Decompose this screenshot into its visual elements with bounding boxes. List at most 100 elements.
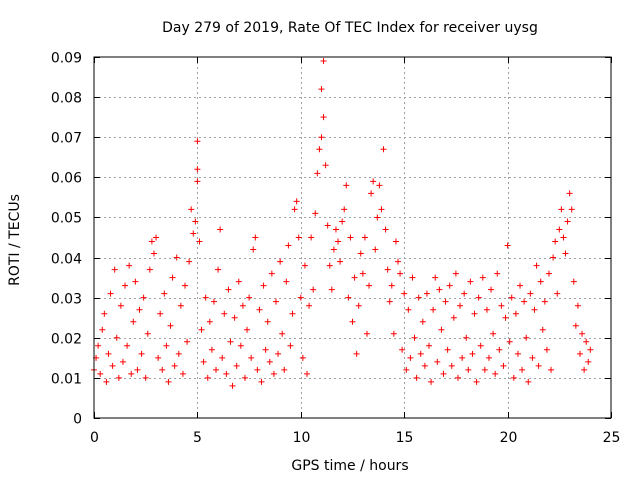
data-point: [295, 234, 302, 241]
data-point: [113, 334, 120, 341]
data-point: [579, 330, 586, 337]
data-point: [502, 314, 509, 321]
data-point: [479, 274, 486, 281]
data-point: [465, 366, 472, 373]
data-point: [388, 282, 395, 289]
data-point: [512, 310, 519, 317]
data-point: [483, 306, 490, 313]
data-point: [258, 378, 265, 385]
data-point: [467, 278, 474, 285]
data-point: [450, 314, 457, 321]
data-point: [368, 190, 375, 197]
x-tick-label: 0: [90, 430, 99, 446]
data-point: [126, 262, 133, 269]
data-point: [349, 318, 356, 325]
data-point: [576, 350, 583, 357]
data-point: [357, 250, 364, 257]
data-point: [351, 274, 358, 281]
data-point: [413, 374, 420, 381]
data-point: [519, 366, 526, 373]
data-point: [254, 366, 261, 373]
data-point: [318, 86, 325, 93]
data-point: [572, 322, 579, 329]
data-point: [376, 182, 383, 189]
y-tick-label: 0: [73, 412, 82, 428]
data-point: [436, 286, 443, 293]
data-point: [434, 358, 441, 365]
data-point: [347, 234, 354, 241]
y-axis-label: ROTI / TECUs: [7, 194, 23, 286]
data-point: [326, 262, 333, 269]
data-point: [246, 294, 253, 301]
data-point: [312, 210, 319, 217]
data-point: [314, 170, 321, 177]
data-point: [407, 354, 414, 361]
data-point: [105, 350, 112, 357]
data-point: [308, 234, 315, 241]
data-point: [353, 350, 360, 357]
data-point: [130, 318, 137, 325]
x-axis-label: GPS time / hours: [291, 458, 408, 474]
data-point: [550, 254, 557, 261]
data-point: [219, 354, 226, 361]
data-point: [380, 146, 387, 153]
data-point: [101, 310, 108, 317]
data-point: [264, 318, 271, 325]
data-point: [225, 286, 232, 293]
data-point: [585, 358, 592, 365]
data-point: [394, 258, 401, 265]
data-point: [558, 206, 565, 213]
data-point: [181, 282, 188, 289]
data-point: [440, 370, 447, 377]
data-point: [504, 242, 511, 249]
data-point: [277, 258, 284, 265]
data-point: [382, 226, 389, 233]
data-point: [361, 234, 368, 241]
plot-frame: [93, 56, 612, 419]
data-point: [374, 214, 381, 221]
data-point: [194, 178, 201, 185]
data-point: [138, 350, 145, 357]
data-point: [539, 326, 546, 333]
data-point: [475, 294, 482, 301]
data-point: [306, 302, 313, 309]
data-point: [568, 206, 575, 213]
data-point: [142, 374, 149, 381]
data-point: [186, 258, 193, 265]
data-point: [359, 270, 366, 277]
data-point: [477, 342, 484, 349]
data-point: [99, 326, 106, 333]
data-point: [206, 318, 213, 325]
data-point: [165, 378, 172, 385]
data-point: [215, 266, 222, 273]
data-point: [525, 378, 532, 385]
data-point: [119, 358, 126, 365]
data-point: [194, 166, 201, 173]
data-point: [217, 226, 224, 233]
data-point: [223, 370, 230, 377]
data-point: [287, 342, 294, 349]
data-point: [179, 370, 186, 377]
data-point: [469, 350, 476, 357]
data-point: [560, 234, 567, 241]
data-point: [153, 234, 160, 241]
data-point: [256, 306, 263, 313]
data-point: [210, 298, 217, 305]
data-point: [320, 114, 327, 121]
data-point: [198, 326, 205, 333]
data-point: [239, 302, 246, 309]
data-point: [95, 342, 102, 349]
data-point: [399, 346, 406, 353]
data-point: [169, 274, 176, 281]
data-point: [161, 290, 168, 297]
data-point: [461, 290, 468, 297]
data-point: [115, 374, 122, 381]
data-point: [157, 310, 164, 317]
chart-title: Day 279 of 2019, Rate Of TEC Index for r…: [162, 20, 538, 36]
data-point: [330, 246, 337, 253]
data-point: [438, 326, 445, 333]
data-point: [235, 278, 242, 285]
data-point: [401, 290, 408, 297]
data-point: [124, 342, 131, 349]
data-point: [488, 286, 495, 293]
